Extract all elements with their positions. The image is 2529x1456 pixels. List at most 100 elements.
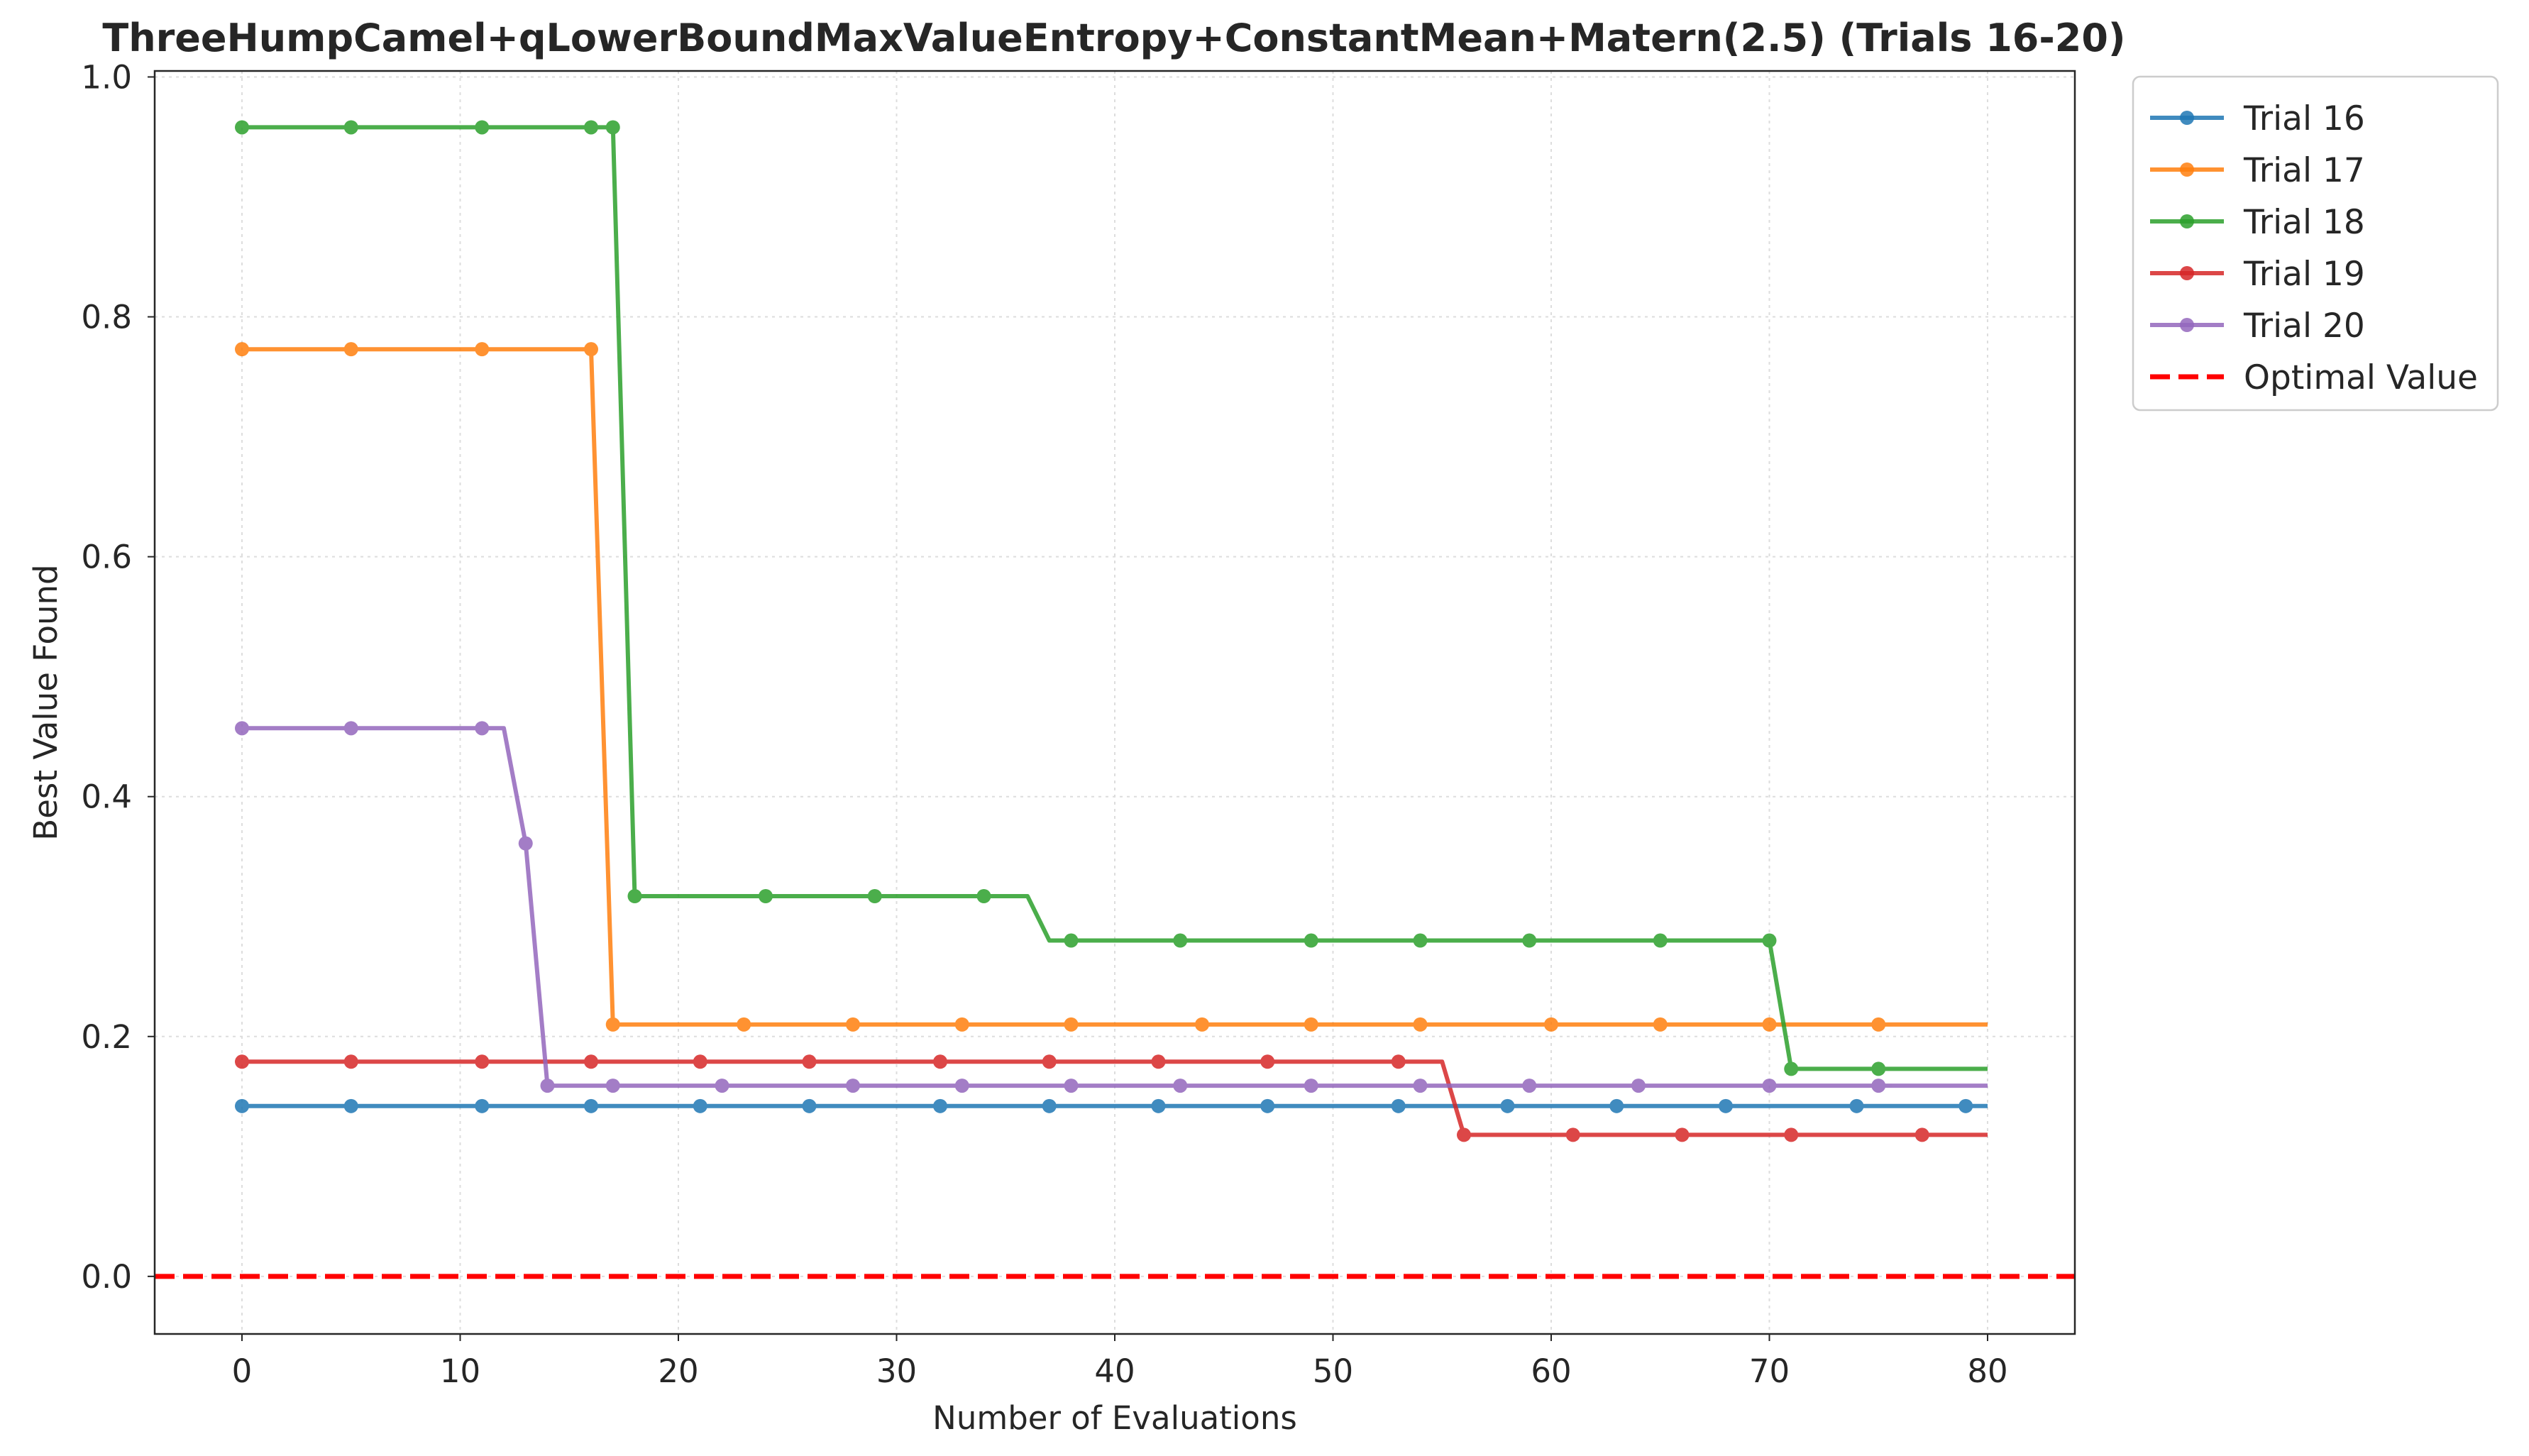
series-point	[1413, 1017, 1428, 1032]
series-point	[343, 120, 358, 135]
series-point	[1958, 1098, 1973, 1113]
series-point	[1413, 933, 1428, 948]
series-point	[1849, 1098, 1864, 1113]
series-point	[1500, 1098, 1515, 1113]
grid-lines	[155, 71, 2075, 1334]
legend-marker	[2180, 111, 2194, 125]
series-point	[1260, 1054, 1275, 1069]
series-point	[759, 889, 773, 904]
series-point	[976, 889, 991, 904]
series-point	[1871, 1061, 1886, 1076]
series-point	[235, 1054, 249, 1069]
series-line	[242, 125, 1988, 1071]
legend-marker	[2180, 266, 2194, 280]
series-point	[1871, 1017, 1886, 1032]
legend-box	[2132, 75, 2499, 412]
series-point	[1173, 1079, 1188, 1093]
series-point	[1042, 1054, 1057, 1069]
series-point	[1631, 1079, 1646, 1093]
series-point	[627, 889, 642, 904]
series-point	[1653, 933, 1668, 948]
series-line	[242, 347, 1988, 1027]
legend-marker	[2180, 318, 2194, 332]
series-point	[693, 1054, 707, 1069]
series-point	[1304, 933, 1318, 948]
series-point	[343, 1054, 358, 1069]
series-point	[1304, 1079, 1318, 1093]
y-tick-label: 0.0	[81, 1258, 132, 1296]
series-point	[235, 1098, 249, 1113]
series-point	[1675, 1127, 1690, 1142]
series-point	[584, 342, 598, 357]
legend-label: Trial 19	[2243, 255, 2365, 294]
series-point	[475, 120, 490, 135]
chart-title: ThreeHumpCamel+qLowerBoundMaxValueEntrop…	[102, 16, 2125, 60]
y-axis-label: Best Value Found	[27, 564, 65, 840]
series-point	[1391, 1098, 1406, 1113]
series-point	[1064, 1017, 1079, 1032]
series-point	[1565, 1127, 1580, 1142]
legend-marker	[2180, 162, 2194, 177]
series-point	[846, 1017, 860, 1032]
x-tick-label: 40	[1094, 1352, 1135, 1390]
series-point	[1522, 1079, 1537, 1093]
series-point	[846, 1079, 860, 1093]
series-point	[954, 1079, 969, 1093]
x-tick-label: 30	[876, 1352, 917, 1390]
legend-label: Trial 20	[2243, 307, 2365, 346]
series-point	[475, 721, 490, 736]
series-point	[235, 721, 249, 736]
series-point	[1784, 1127, 1799, 1142]
x-tick-label: 70	[1749, 1352, 1790, 1390]
series-trial-18	[235, 120, 1988, 1076]
series-point	[343, 1098, 358, 1113]
x-tick-label: 20	[658, 1352, 698, 1390]
series-point	[933, 1054, 947, 1069]
series-point	[343, 721, 358, 736]
series-point	[1260, 1098, 1275, 1113]
series-point	[1871, 1079, 1886, 1093]
series-point	[1195, 1017, 1209, 1032]
series-point	[475, 1054, 490, 1069]
legend-marker	[2180, 214, 2194, 228]
series-point	[1064, 933, 1079, 948]
series-point	[1391, 1054, 1406, 1069]
series-point	[1173, 933, 1188, 948]
series-trial-20	[235, 721, 1988, 1093]
x-axis-ticks: 0 10 20 30 40 50 60 70 80	[232, 1334, 2008, 1390]
series-point	[540, 1079, 555, 1093]
series-point	[867, 889, 882, 904]
series-group	[235, 120, 1988, 1142]
series-point	[605, 1017, 620, 1032]
series-point	[605, 120, 620, 135]
series-point	[1762, 933, 1777, 948]
series-point	[802, 1098, 817, 1113]
series-point	[715, 1079, 729, 1093]
series-point	[1151, 1098, 1166, 1113]
series-point	[1609, 1098, 1624, 1113]
series-point	[1522, 933, 1537, 948]
x-tick-label: 10	[440, 1352, 480, 1390]
legend-label: Trial 17	[2243, 151, 2365, 190]
y-tick-label: 1.0	[81, 58, 132, 96]
x-tick-label: 80	[1967, 1352, 2007, 1390]
series-point	[1304, 1017, 1318, 1032]
series-point	[693, 1098, 707, 1113]
series-point	[1914, 1127, 1929, 1142]
series-point	[1457, 1127, 1471, 1142]
series-point	[475, 342, 490, 357]
series-point	[235, 120, 249, 135]
series-point	[802, 1054, 817, 1069]
series-point	[933, 1098, 947, 1113]
x-tick-label: 0	[232, 1352, 253, 1390]
series-trial-17	[235, 342, 1988, 1032]
series-point	[1544, 1017, 1558, 1032]
legend-label: Trial 16	[2243, 99, 2365, 138]
y-tick-label: 0.4	[81, 778, 132, 816]
plot-area	[153, 70, 2076, 1335]
series-point	[584, 1098, 598, 1113]
y-tick-label: 0.8	[81, 299, 132, 336]
series-point	[1762, 1017, 1777, 1032]
legend-label: Trial 18	[2243, 203, 2365, 242]
